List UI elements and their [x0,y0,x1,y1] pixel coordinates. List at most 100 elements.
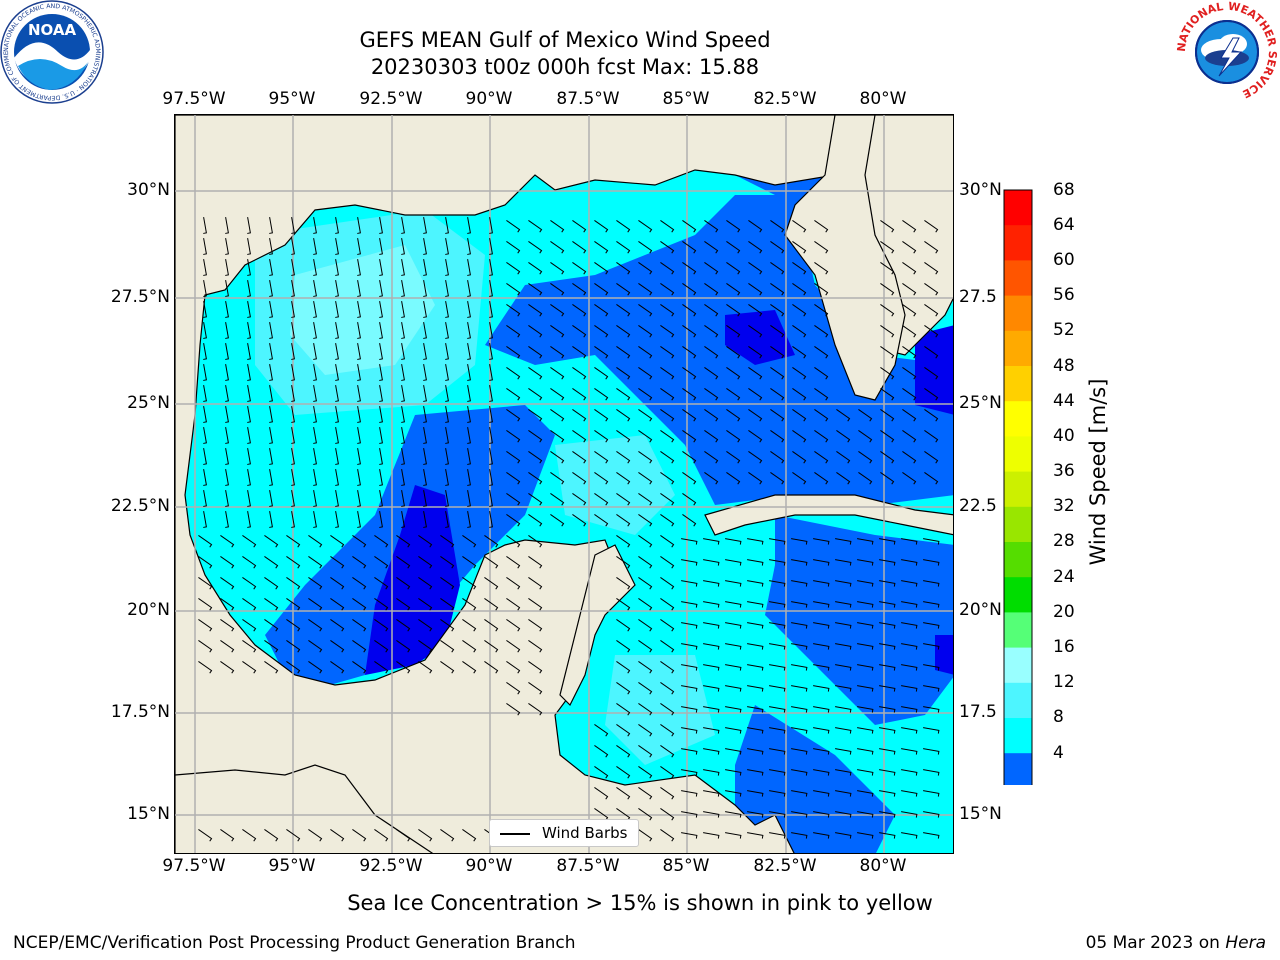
wind-barb [769,748,786,755]
wind-barb [616,220,631,233]
lat-tick-right: 27.5 [959,287,997,307]
wind-barb [594,388,609,401]
wind-barb [528,241,543,254]
wind-barb [550,409,565,422]
wind-barb [467,448,471,465]
wind-barb [835,748,852,755]
wind-barb [423,364,427,381]
wind-barb [528,388,543,401]
wind-barb [269,238,273,255]
wind-barb [291,259,295,276]
wind-barb [791,727,808,734]
wind-barb [462,598,477,611]
wind-barb [396,829,411,842]
wind-barb [225,385,229,402]
wind-barb [923,538,940,545]
wind-barb [379,217,383,234]
colorbar-segment [1004,295,1032,332]
wind-barb [357,259,361,276]
wind-barb [291,301,295,318]
wind-barb [423,511,427,528]
wind-barb [418,577,433,590]
wind-barb [247,490,251,507]
wind-barb [682,367,697,380]
wind-barb [352,556,367,569]
wind-barb [379,490,383,507]
wind-barb [269,427,273,444]
wind-barb [269,511,273,528]
wind-barb [550,367,565,380]
wind-barb [374,829,389,842]
colorbar-segment [1004,718,1032,754]
wind-barb [247,511,251,528]
wind-barb [330,577,345,590]
wind-barb [770,262,785,275]
wind-barb [638,325,653,338]
wind-barb [660,262,675,275]
wind-barb [528,283,543,296]
wind-barb [423,301,427,318]
colorbar-tick: 8 [1053,707,1064,727]
wind-barb [291,490,295,507]
wind-barb [682,409,697,422]
wind-barb [660,346,675,359]
wind-barb [528,367,543,380]
wind-barb [220,577,235,590]
wind-barb [220,661,235,674]
wind-barb [901,622,918,629]
colorbar-tick: 12 [1053,672,1075,692]
wind-barb [489,511,493,528]
wind-barb [814,325,829,338]
wind-barb [769,601,786,608]
wind-barb [725,685,742,692]
wind-barb [264,598,279,611]
lon-tick-top: 85°W [662,89,710,109]
wind-barb [291,343,295,360]
lon-tick-bottom: 90°W [465,856,513,876]
wind-barb [879,643,896,650]
wind-barb [401,511,405,528]
wind-barb [462,619,477,632]
wind-barb [247,322,251,339]
wind-barb [923,643,940,650]
wind-barb [379,322,383,339]
wind-barb [506,451,521,464]
wind-barb [813,748,830,755]
wind-barb [769,811,786,818]
wind-barb [401,427,405,444]
wind-barb [313,322,317,339]
lon-tick-top: 90°W [465,89,513,109]
wind-barb [879,748,896,755]
wind-barb [660,220,675,233]
wind-barb [528,556,543,569]
wind-barb [704,430,719,443]
wind-barb [506,388,521,401]
wind-barb [791,580,808,587]
wind-barb [703,622,720,629]
wind-barb [357,469,361,486]
wind-barb [572,346,587,359]
wind-barb [401,448,405,465]
wind-barb [396,535,411,548]
wind-barb [792,346,807,359]
wind-barb [528,430,543,443]
wind-barb [225,280,229,297]
wind-barb [792,367,807,380]
wind-barb [748,304,763,317]
lat-tick-right: 20°N [959,600,1002,620]
wind-barb [247,406,251,423]
wind-barb [264,661,279,674]
footer-branch: NCEP/EMC/Verification Post Processing Pr… [13,933,576,953]
wind-barb [901,664,918,671]
wind-barb [725,538,742,545]
wind-barb [880,325,895,338]
wind-barb [836,472,851,485]
wind-barb [357,280,361,297]
colorbar-tick: 40 [1053,426,1075,446]
wind-barb [638,829,653,842]
lat-tick-left: 17.5°N [110,702,170,722]
wind-barb [506,283,521,296]
wind-barb [726,283,741,296]
wind-barb [616,451,631,464]
wind-barb [814,220,829,233]
